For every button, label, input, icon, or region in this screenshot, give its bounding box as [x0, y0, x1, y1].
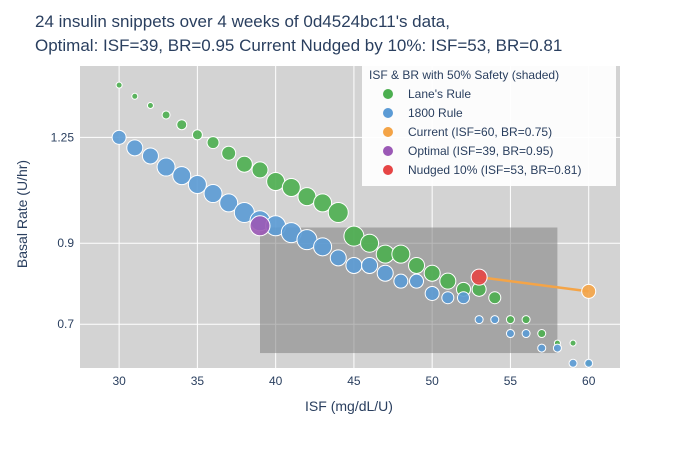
chart-title-line-2: Optimal: ISF=39, BR=0.95 Current Nudged …	[35, 36, 562, 55]
x-axis-title: ISF (mg/dL/U)	[305, 398, 393, 414]
1800-rule-point	[345, 256, 363, 274]
1800-rule-point	[203, 184, 223, 204]
current-isf-60-br-0-75-point	[581, 283, 597, 299]
lane-s-rule-point	[391, 244, 411, 264]
legend-title: ISF & BR with 50% Safety (shaded)	[369, 68, 559, 82]
1800-rule-point	[313, 237, 333, 257]
optimal-isf-39-br-0-95-point	[249, 215, 271, 237]
1800-rule-point	[376, 264, 394, 282]
x-tick-label: 40	[269, 374, 283, 388]
x-tick-label: 35	[191, 374, 205, 388]
lane-s-rule-point	[521, 315, 531, 325]
lane-s-rule-point	[505, 315, 515, 325]
legend-item-label[interactable]: 1800 Rule	[408, 106, 463, 120]
y-tick-label: 0.7	[57, 317, 74, 331]
legend-marker	[383, 146, 393, 156]
1800-rule-point	[505, 329, 515, 339]
1800-rule-point	[424, 285, 440, 301]
1800-rule-point	[126, 139, 144, 157]
legend-marker	[383, 165, 393, 175]
y-tick-label: 1.25	[51, 130, 75, 144]
1800-rule-point	[441, 291, 455, 305]
y-tick-labels: 0.7 0.9 1.25	[51, 130, 75, 331]
lane-s-rule-point	[281, 177, 301, 197]
x-tick-label: 30	[112, 374, 126, 388]
y-axis-title: Basal Rate (U/hr)	[14, 160, 30, 268]
lane-s-rule-point	[537, 329, 547, 339]
current-to-nudged-line	[478, 275, 589, 293]
chart-title-line-1: 24 insulin snippets over 4 weeks of 0d45…	[35, 12, 450, 31]
1800-rule-point	[584, 358, 594, 368]
legend-marker	[383, 127, 393, 137]
lane-s-rule-point	[313, 193, 333, 213]
1800-rule-point	[474, 315, 484, 325]
1800-rule-point	[393, 273, 409, 289]
1800-rule-point	[456, 291, 470, 305]
lane-s-rule-point	[439, 272, 457, 290]
lane-s-rule-point	[235, 155, 253, 173]
lane-s-rule-point	[206, 136, 220, 150]
lane-s-rule-point	[251, 161, 269, 179]
lane-s-rule-point	[146, 102, 154, 110]
nudged-10-isf-53-br-0-81-point	[470, 268, 488, 286]
legend[interactable]: ISF & BR with 50% Safety (shaded) Lane's…	[362, 64, 616, 186]
lane-s-rule-point	[360, 233, 380, 253]
lane-s-rule-point	[221, 145, 237, 161]
legend-marker	[383, 108, 393, 118]
1800-rule-point	[537, 343, 547, 353]
1800-rule-point	[187, 174, 207, 194]
legend-item-label[interactable]: Nudged 10% (ISF=53, BR=0.81)	[408, 163, 581, 177]
1800-rule-point	[552, 343, 562, 353]
1800-rule-point	[156, 157, 176, 177]
data-markers	[111, 81, 597, 368]
lane-s-rule-point	[161, 110, 171, 120]
lane-s-rule-point	[327, 202, 349, 224]
x-tick-label: 60	[582, 374, 596, 388]
lane-s-rule-point	[115, 81, 123, 89]
1800-rule-point	[490, 315, 500, 325]
lane-s-rule-point	[191, 129, 203, 141]
1800-rule-point	[111, 129, 127, 145]
legend-marker	[383, 89, 393, 99]
1800-rule-point	[521, 329, 531, 339]
legend-item-label[interactable]: Optimal (ISF=39, BR=0.95)	[408, 144, 553, 158]
x-tick-labels: 30 35 40 45 50 55 60	[112, 374, 595, 388]
lane-s-rule-point	[408, 256, 426, 274]
legend-item-label[interactable]: Lane's Rule	[408, 87, 471, 101]
x-tick-label: 50	[425, 374, 439, 388]
1800-rule-point	[568, 358, 578, 368]
1800-rule-point	[361, 256, 379, 274]
1800-rule-point	[409, 273, 425, 289]
1800-rule-point	[172, 166, 192, 186]
legend-box	[362, 64, 616, 186]
lane-s-rule-point	[131, 92, 139, 100]
y-tick-label: 0.9	[57, 236, 74, 250]
legend-item-label[interactable]: Current (ISF=60, BR=0.75)	[408, 125, 552, 139]
lane-s-rule-point	[488, 291, 502, 305]
x-tick-label: 55	[504, 374, 518, 388]
x-tick-label: 45	[347, 374, 361, 388]
lane-s-rule-point	[176, 119, 188, 131]
1800-rule-point	[329, 249, 347, 267]
1800-rule-point	[141, 147, 159, 165]
1800-rule-point	[219, 193, 239, 213]
lane-s-rule-point	[423, 264, 441, 282]
lane-s-rule-point	[569, 339, 577, 347]
